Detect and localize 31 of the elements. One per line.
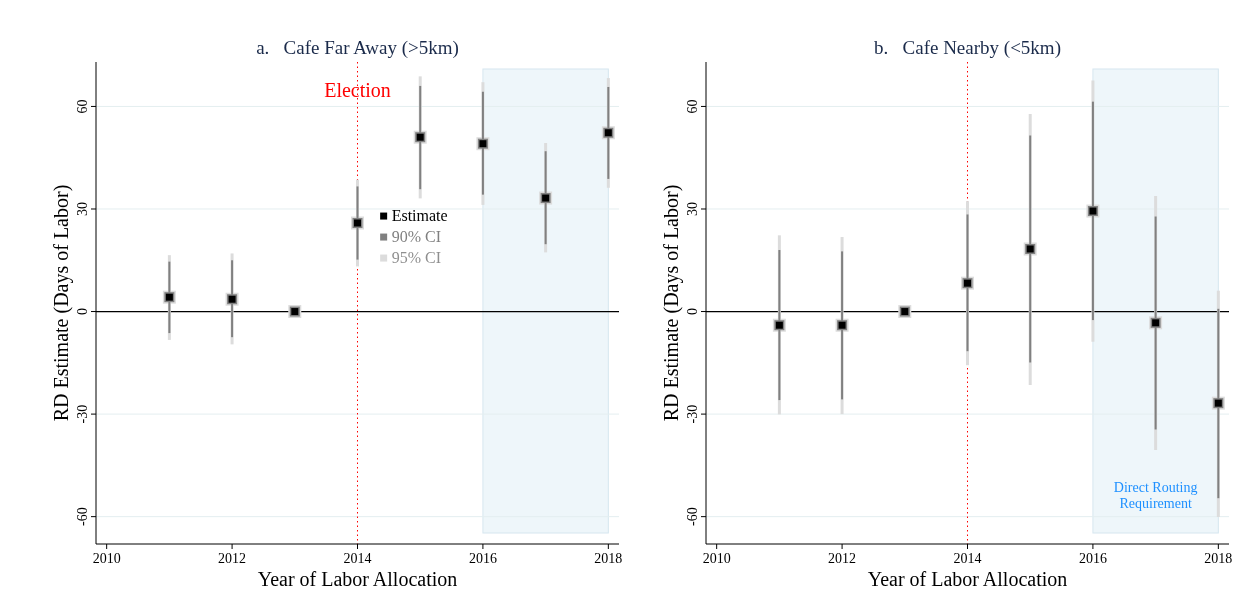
legend-label: 95% CI: [391, 249, 441, 267]
x-tick-label: 2010: [92, 551, 121, 566]
x-tick-label: 2014: [953, 551, 982, 566]
x-tick-label: 2016: [468, 551, 497, 566]
y-tick-label: 30: [75, 201, 90, 216]
x-axis-title: Year of Labor Allocation: [257, 568, 458, 590]
x-tick-label: 2012: [218, 551, 247, 566]
x-tick-label: 2016: [1078, 551, 1107, 566]
x-tick-label: 2012: [828, 551, 857, 566]
y-tick-label: 60: [75, 99, 90, 114]
y-tick-label: -60: [75, 507, 90, 526]
y-tick-label: -60: [685, 507, 700, 526]
x-tick-label: 2018: [594, 551, 623, 566]
y-tick-label: 60: [685, 99, 700, 114]
chart-title: b. Cafe Nearby (<5km): [874, 37, 1061, 59]
x-axis-title: Year of Labor Allocation: [867, 568, 1068, 590]
y-tick-label: 0: [75, 308, 90, 316]
y-axis-title: RD Estimate (Days of Labor): [50, 184, 73, 422]
x-tick-label: 2014: [343, 551, 372, 566]
ref-line-label: Election: [324, 79, 391, 101]
x-tick-label: 2010: [702, 551, 731, 566]
y-tick-label: 0: [685, 308, 700, 316]
y-tick-label: 30: [685, 201, 700, 216]
y-axis-title: RD Estimate (Days of Labor): [660, 184, 683, 422]
y-tick-label: -30: [685, 404, 700, 424]
legend-label: 90% CI: [391, 228, 441, 246]
legend-label: Estimate: [391, 207, 448, 225]
chart-title: a. Cafe Far Away (>5km): [256, 37, 459, 59]
band-label: Direct Routing Requirement: [1113, 480, 1198, 511]
y-tick-label: -30: [75, 404, 90, 424]
x-tick-label: 2018: [1204, 551, 1233, 566]
